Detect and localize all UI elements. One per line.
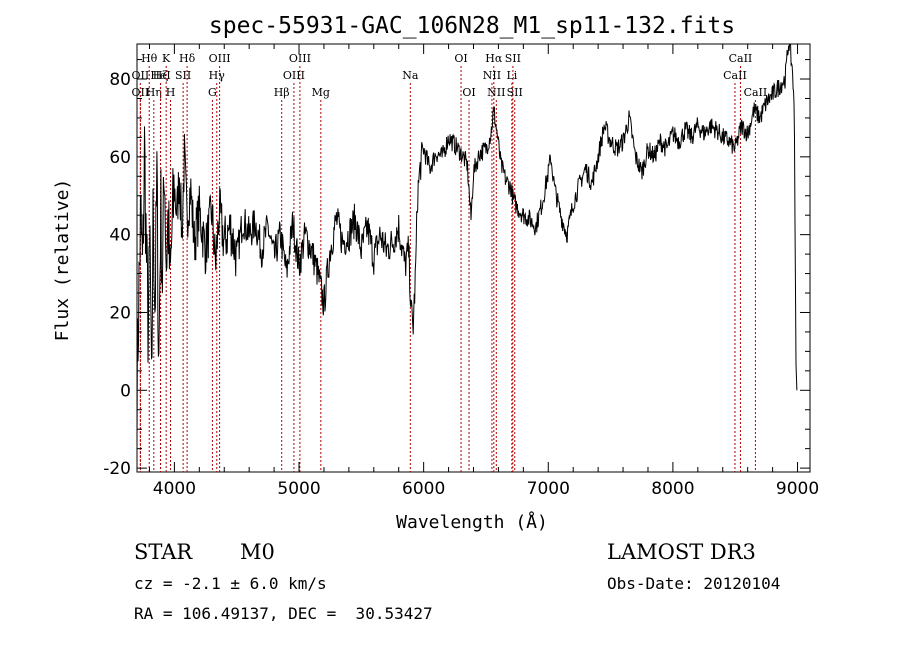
y-tick-label: 40 (109, 226, 131, 246)
line-marker-label: Hδ (179, 52, 196, 65)
line-marker-label: OI (462, 86, 475, 99)
x-tick-label: 6000 (402, 479, 445, 499)
y-axis-label: Flux (relative) (52, 179, 73, 342)
line-marker-label: Na (402, 69, 419, 82)
x-tick-label: 4000 (153, 479, 196, 499)
line-marker-label: H (166, 86, 176, 99)
x-tick-label: 9000 (776, 479, 819, 499)
plot-frame (136, 43, 811, 473)
chart-title: spec-55931-GAC_106N28_M1_sp11-132.fits (209, 13, 735, 39)
y-tick-label: 60 (109, 148, 131, 168)
spectrum-line (136, 43, 798, 445)
x-tick-label: 8000 (651, 479, 694, 499)
axis-ticks: 4000 5000 6000 7000 8000 9000 -20 0 20 40 60 80 (103, 44, 819, 499)
line-marker-label: OII (132, 69, 150, 82)
y-tick-label: 20 (109, 303, 131, 323)
observation-date: Obs-Date: 20120104 (607, 574, 781, 593)
spectrum-chart: spec-55931-GAC_106N28_M1_sp11-132.fits H… (52, 13, 819, 533)
redshift-velocity: cz = -2.1 ± 6.0 km/s (134, 574, 327, 593)
line-marker-label: SII (175, 69, 191, 82)
line-marker-label: Hθ (141, 52, 158, 65)
line-marker-label: OI (454, 52, 467, 65)
line-marker-label: Hγ (209, 69, 226, 82)
line-marker-label: OIII (289, 52, 311, 65)
line-marker-label: OIII (283, 69, 305, 82)
line-marker-label: CaII (723, 69, 747, 82)
x-tick-label: 5000 (277, 479, 320, 499)
line-marker-label: NII (487, 86, 505, 99)
line-marker-label: Hα (485, 52, 503, 65)
line-marker-label: Hη (146, 86, 162, 99)
line-marker-label: CaII (729, 52, 753, 65)
x-axis-label: Wavelength (Å) (396, 511, 548, 533)
line-marker-label: G (208, 86, 217, 99)
line-marker-label: SII (507, 86, 523, 99)
y-tick-label: 80 (109, 70, 131, 90)
line-marker-label: SII (505, 52, 521, 65)
object-class: STAR (134, 540, 193, 564)
line-marker-label: OIII (209, 52, 231, 65)
coordinates: RA = 106.49137, DEC = 30.53427 (134, 604, 433, 623)
subclass: M0 (240, 540, 275, 564)
line-marker-label: HeI (150, 69, 170, 82)
y-tick-label: 0 (120, 381, 131, 401)
line-marker-label: Mg (312, 86, 330, 99)
line-marker-label: NII (483, 69, 501, 82)
line-marker-label: K (162, 52, 171, 65)
line-marker-label: Hζ (153, 69, 169, 82)
line-marker-label: CaII (744, 86, 768, 99)
survey-name: LAMOST DR3 (607, 540, 756, 564)
y-tick-label: -20 (103, 459, 131, 479)
line-marker-label: OII (132, 86, 150, 99)
line-marker-label: Hβ (274, 86, 290, 99)
x-tick-label: 7000 (527, 479, 570, 499)
line-marker-label: Li (506, 69, 517, 82)
